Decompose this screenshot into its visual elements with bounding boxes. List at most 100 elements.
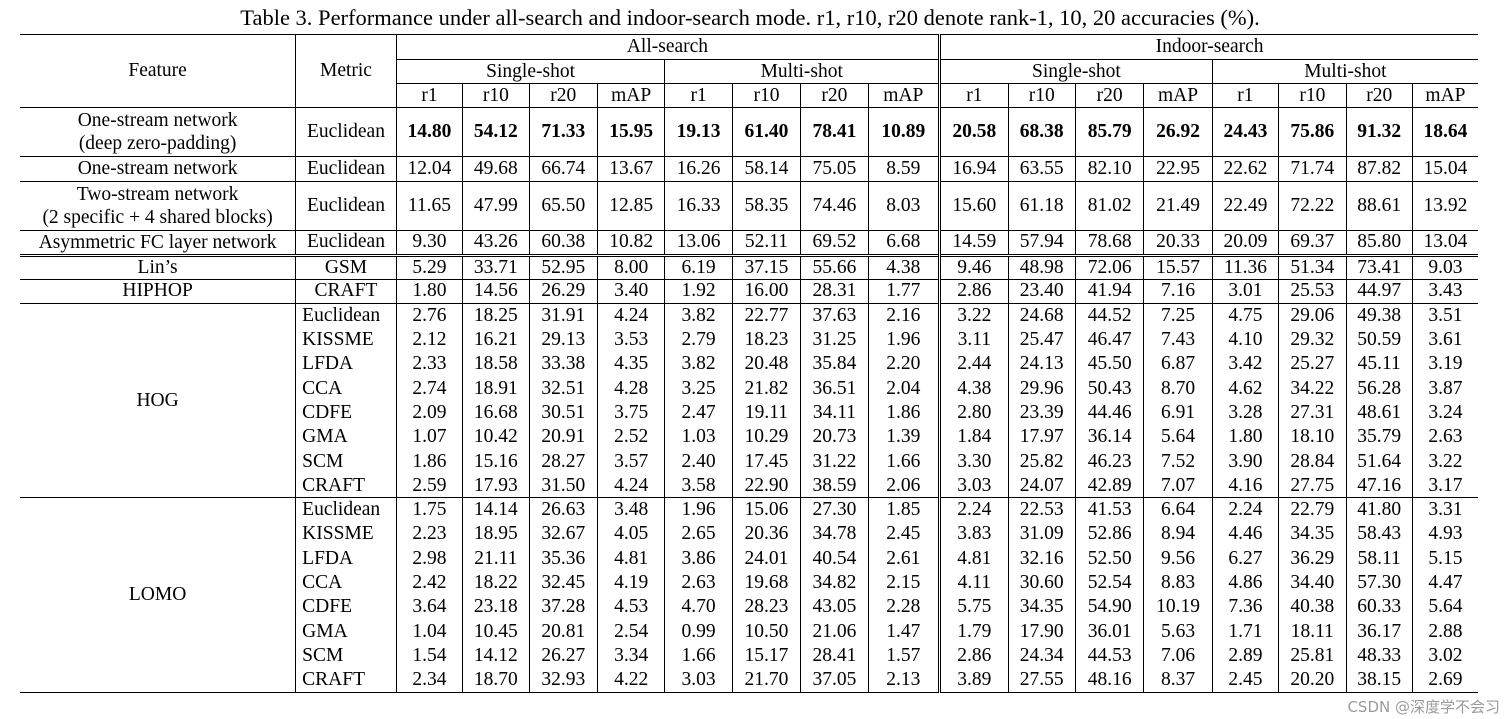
value-cell: 63.55 [1008,156,1076,181]
value-cell: 41.80 [1346,497,1413,523]
value-cell: 2.42 [396,570,464,596]
value-cell: 2.47 [664,400,733,426]
value-cell: 21.82 [732,376,802,401]
value-cell: 2.06 [868,473,942,498]
value-cell: 14.80 [396,107,464,157]
value-cell: 16.33 [664,180,733,230]
value-cell: 1.96 [664,497,733,523]
feature-label: Two-stream network [76,183,239,205]
value-cell: 22.77 [732,303,802,328]
value-cell: 75.86 [1278,107,1347,157]
value-cell: 10.89 [868,107,942,157]
value-cell: 3.40 [597,278,666,304]
value-cell: 20.09 [1212,229,1280,255]
value-cell: 37.63 [800,303,869,328]
value-cell: 3.42 [1212,352,1280,377]
value-cell: 36.17 [1346,619,1413,644]
header-col-r20: r20 [800,83,869,108]
value-cell: 3.03 [939,473,1009,498]
value-cell: 60.33 [1346,595,1413,620]
value-cell: 34.35 [1278,522,1347,547]
value-cell: 2.52 [597,425,666,450]
value-cell: 26.63 [529,497,598,523]
value-cell: 21.70 [732,668,802,693]
value-cell: 35.79 [1346,425,1413,450]
metric-cell: CRAFT [295,278,397,304]
value-cell: 3.51 [1412,303,1478,328]
value-cell: 17.93 [462,473,530,498]
header-col-r20: r20 [1346,83,1413,108]
value-cell: 34.40 [1278,570,1347,596]
header-indoor-single-shot: Single-shot [939,59,1213,84]
value-cell: 3.11 [939,327,1009,353]
value-cell: 47.16 [1346,473,1413,498]
value-cell: 3.61 [1428,329,1463,351]
value-cell: 23.40 [1008,278,1076,304]
value-cell: 66.74 [529,156,598,181]
value-cell: 2.86 [939,278,1009,304]
metric-cell: Euclidean [295,497,397,523]
value-cell: 25.82 [1008,449,1076,474]
value-cell: 47.99 [462,180,530,230]
value-cell: 57.30 [1346,570,1413,596]
header-all-multi-shot: Multi-shot [664,59,942,84]
value-cell: 20.33 [1143,229,1213,255]
value-cell: 37.05 [800,668,869,693]
value-cell: 71.74 [1278,156,1347,181]
value-cell: 1.80 [396,278,464,304]
value-cell: 3.87 [1428,377,1463,399]
value-cell: 22.53 [1008,497,1076,523]
value-cell: 88.61 [1346,180,1413,230]
header-col-r20: r20 [529,83,598,108]
value-cell: 29.96 [1008,376,1076,401]
value-cell: 18.10 [1278,425,1347,450]
header-col-mAP: mAP [1143,83,1213,108]
feature-cell: HIPHOP [20,278,297,304]
value-cell: 4.16 [1212,473,1280,498]
value-cell: 17.45 [732,449,802,474]
value-cell: 2.15 [868,570,942,596]
value-cell: 2.80 [939,400,1009,426]
results-table: Feature Metric All-search Indoor-search … [20,34,1478,693]
value-cell: 43.26 [462,229,530,255]
value-cell: 34.82 [800,570,869,596]
table-row: One-stream network (deep zero-padding) Euc… [20,107,1478,157]
value-cell: 16.00 [732,278,802,304]
header-col-r10: r10 [1278,83,1347,108]
value-cell: 36.14 [1075,425,1145,450]
value-cell: 29.13 [529,327,598,353]
value-cell: 4.24 [597,303,666,328]
feature-label: One-stream network [77,158,238,180]
value-cell: 34.11 [800,400,869,426]
table-row: CRAFT 2.34 18.70 32.93 4.22 3.03 21.70 37.05 2.1… [20,668,1478,693]
value-cell: 1.79 [939,619,1009,644]
value-cell: 28.84 [1278,449,1347,474]
value-cell: 91.32 [1346,107,1413,157]
table-row: Two-stream network (2 specific + 4 shared… [20,180,1478,230]
value-cell: 2.54 [597,619,666,644]
metric-cell: LFDA [295,546,397,571]
metric-cell: Euclidean [295,107,397,157]
value-cell: 54.90 [1075,595,1145,620]
value-cell: 4.86 [1212,570,1280,596]
value-cell: 3.43 [1412,278,1478,304]
value-cell: 14.59 [939,229,1009,255]
value-cell: 25.81 [1278,643,1347,669]
value-cell: 22.79 [1278,497,1347,523]
value-cell: 4.35 [597,352,666,377]
value-cell: 24.01 [732,546,802,571]
value-cell: 34.78 [800,522,869,547]
value-cell: 20.48 [732,352,802,377]
value-cell: 18.58 [462,352,530,377]
value-cell: 5.15 [1428,547,1463,569]
metric-cell: GMA [295,425,397,450]
value-cell: 16.94 [939,156,1009,181]
value-cell: 14.56 [462,278,530,304]
value-cell: 8.83 [1143,570,1213,596]
value-cell: 1.75 [396,497,464,523]
value-cell: 9.46 [939,253,1009,280]
value-cell: 37.15 [732,253,802,280]
metric-cell: KISSME [295,522,397,547]
value-cell: 34.35 [1008,595,1076,620]
value-cell: 23.18 [462,595,530,620]
